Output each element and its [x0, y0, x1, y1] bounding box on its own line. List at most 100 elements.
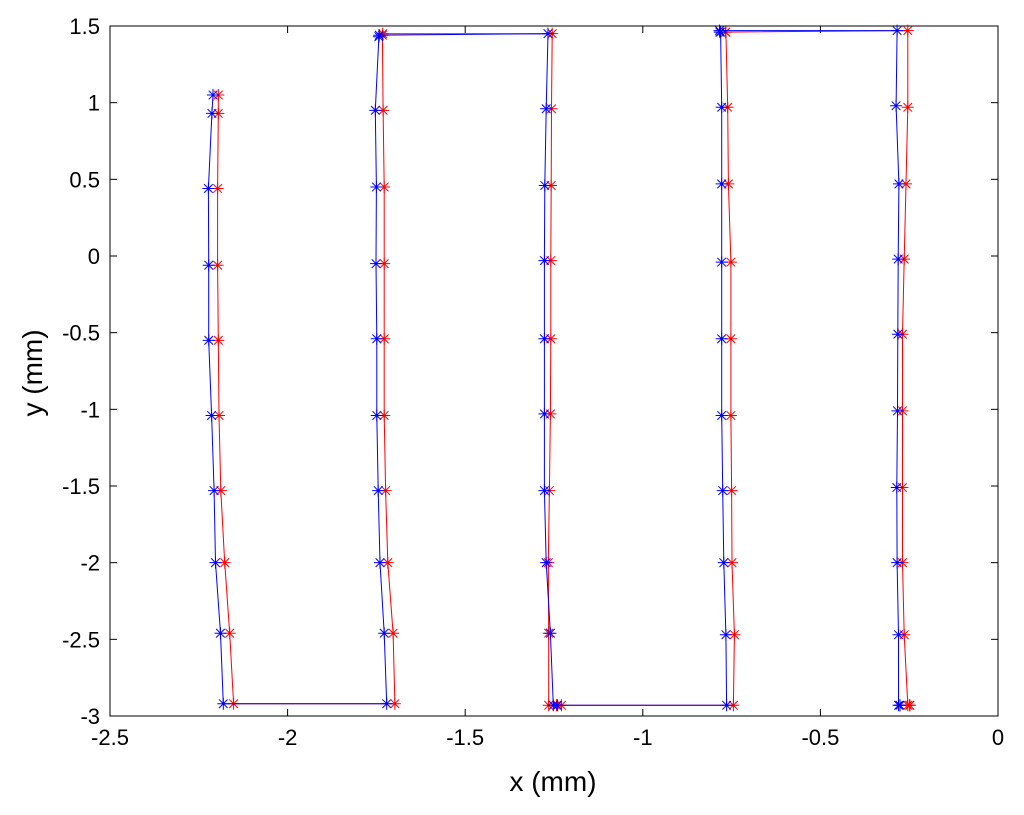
data-point [380, 697, 393, 710]
y-tick-label: 0 [88, 244, 100, 269]
data-point [370, 409, 383, 422]
data-point [388, 697, 401, 710]
data-point [208, 484, 221, 497]
data-point [372, 484, 385, 497]
data-point [892, 628, 905, 641]
series-2 [202, 24, 906, 712]
data-point [544, 254, 557, 267]
data-point [717, 556, 730, 569]
data-point [214, 627, 227, 640]
y-tick-label: -2.5 [62, 627, 100, 652]
data-point [370, 181, 383, 193]
data-point [379, 484, 392, 497]
data-point [713, 24, 726, 37]
data-point [891, 328, 904, 341]
x-tick-label: -0.5 [801, 725, 839, 750]
data-point [202, 259, 215, 272]
x-tick-label: -1 [633, 725, 653, 750]
data-point [903, 699, 916, 712]
data-point [724, 256, 737, 269]
y-tick-label: -2 [80, 551, 100, 576]
data-point [715, 256, 728, 269]
data-point [892, 177, 905, 190]
data-point [551, 699, 564, 712]
data-point [376, 27, 389, 40]
data-point [725, 556, 738, 569]
x-axis-label: x (mm) [509, 766, 596, 797]
data-point [381, 556, 394, 569]
data-point [377, 104, 390, 117]
data-point [218, 556, 231, 569]
y-axis-label: y (mm) [17, 329, 48, 416]
data-point [544, 407, 557, 420]
data-point [209, 556, 222, 569]
data-point [901, 24, 914, 37]
series-group [202, 24, 916, 712]
data-point [544, 627, 557, 640]
data-point [538, 332, 551, 345]
data-point [724, 409, 737, 422]
data-point [378, 181, 391, 193]
data-point [721, 101, 734, 114]
data-point [540, 556, 553, 569]
y-tick-label: 1 [88, 91, 100, 116]
x-tick-label: -2 [278, 725, 298, 750]
data-point [891, 556, 904, 569]
data-point [373, 29, 386, 42]
data-point [373, 556, 386, 569]
data-point [223, 627, 236, 640]
data-point [900, 177, 913, 190]
data-point [214, 484, 227, 497]
data-point [538, 484, 551, 497]
data-point [217, 697, 230, 710]
y-tick-label: 0.5 [69, 167, 100, 192]
data-point [727, 699, 740, 712]
data-point [891, 24, 904, 37]
data-point [370, 332, 383, 345]
data-point [545, 179, 558, 192]
y-tick-label: -1 [80, 397, 100, 422]
data-point [716, 484, 729, 497]
y-tick-label: -1.5 [62, 474, 100, 499]
y-tick-label: -0.5 [62, 321, 100, 346]
data-point [715, 409, 728, 422]
data-point [378, 409, 391, 422]
data-point [213, 409, 226, 422]
data-point [890, 99, 903, 112]
data-point [719, 628, 732, 641]
data-point [724, 332, 737, 345]
data-point [720, 699, 733, 712]
data-point [378, 332, 391, 345]
data-point [378, 627, 391, 640]
data-point [205, 409, 218, 422]
data-point [898, 253, 911, 266]
data-point [387, 627, 400, 640]
data-point [541, 27, 554, 40]
x-tick-label: -2.5 [91, 725, 129, 750]
data-point [540, 102, 553, 115]
y-tick-label: -3 [80, 704, 100, 729]
data-point [544, 332, 557, 345]
data-point [211, 182, 224, 195]
data-point [890, 481, 903, 494]
data-point [728, 628, 741, 641]
data-point [212, 334, 225, 347]
data-point [205, 107, 218, 120]
data-point [370, 257, 383, 270]
y-tick-label: 1.5 [69, 14, 100, 39]
axis-ticks: -2.5 -2 -1.5 -1 -0.5 0 1.5 1 0.5 0 -0.5 -1 -1.5 -2 -2.… [62, 14, 1004, 750]
data-point [715, 101, 728, 114]
data-point [369, 104, 382, 117]
data-point [891, 404, 904, 417]
data-point [715, 177, 728, 190]
data-point [722, 177, 735, 190]
plot-area [109, 25, 999, 717]
x-tick-label: 0 [992, 725, 1004, 750]
data-point [538, 179, 551, 192]
data-point [725, 484, 738, 497]
data-point [211, 259, 224, 272]
data-point [207, 89, 220, 101]
data-point [202, 182, 215, 195]
x-tick-label: -1.5 [446, 725, 484, 750]
